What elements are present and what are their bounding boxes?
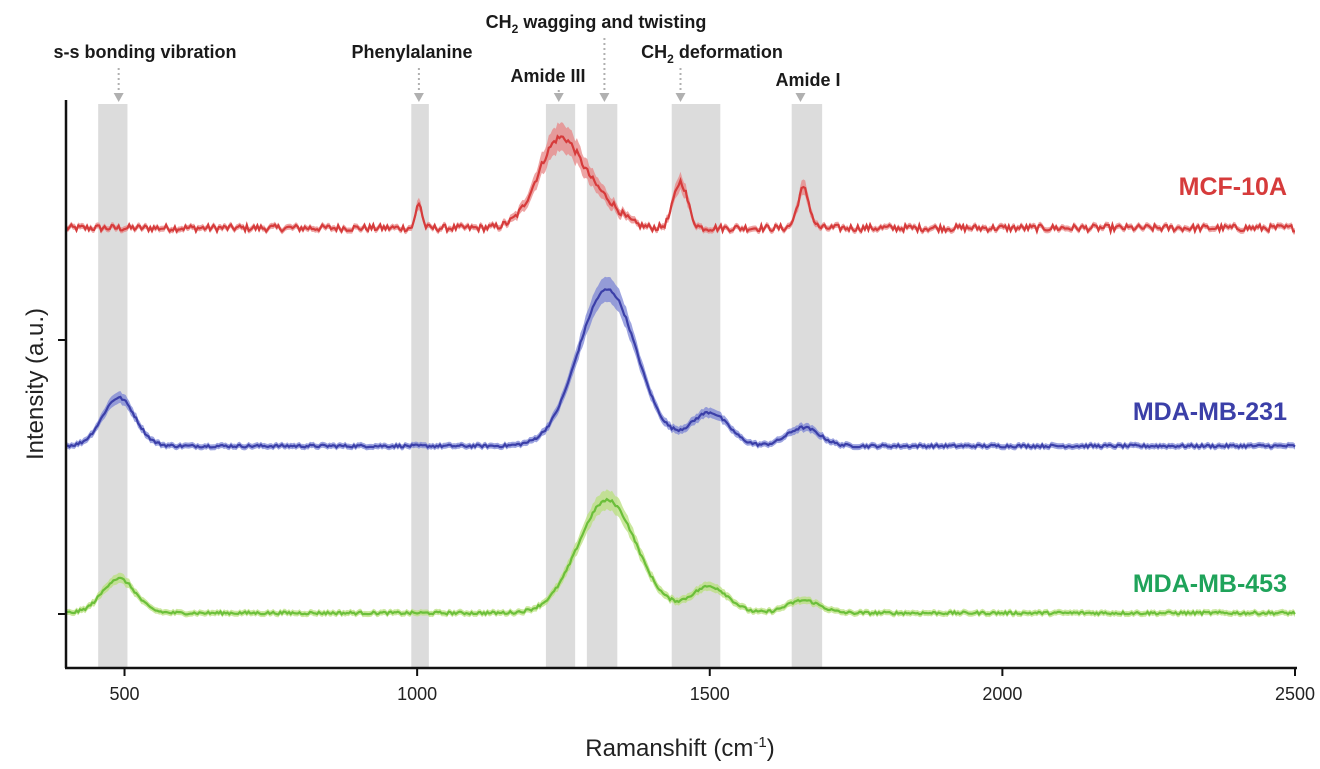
band-4 — [671, 104, 721, 668]
band-label-1: Phenylalanine — [351, 42, 472, 62]
band-arrow-head-3 — [599, 93, 610, 102]
series-1 — [65, 276, 1296, 451]
axes — [58, 100, 1297, 670]
series-label-0: MCF-10A — [1179, 173, 1287, 201]
band-labels: s-s bonding vibration Phenylalanine Amide … — [54, 12, 841, 90]
x-tick-label-1000: 1000 — [397, 684, 437, 704]
series-label-1: MDA-MB-231 — [1133, 398, 1287, 426]
x-tick-label-2000: 2000 — [982, 684, 1022, 704]
band-arrow-head-0 — [113, 93, 124, 102]
band-label-4: CH2 deformation — [641, 42, 783, 66]
band-arrow-head-4 — [675, 93, 686, 102]
series-labels: MCF-10A MDA-MB-231 MDA-MB-453 — [1133, 173, 1287, 598]
x-tick-label-2500: 2500 — [1275, 684, 1315, 704]
series-2 — [66, 489, 1296, 618]
band-arrows — [113, 38, 806, 102]
x-ticks: 500 1000 1500 2000 2500 — [110, 668, 1315, 704]
series-label-2: MDA-MB-453 — [1133, 570, 1287, 598]
series-line-1 — [65, 288, 1296, 450]
x-tick-label-1500: 1500 — [690, 684, 730, 704]
band-label-5: Amide I — [775, 70, 840, 90]
band-arrow-head-5 — [795, 93, 806, 102]
band-label-3: CH2 wagging and twisting — [486, 12, 707, 36]
band-2 — [545, 104, 576, 668]
band-label-2: Amide III — [510, 66, 585, 86]
series-0 — [65, 122, 1295, 236]
band-highlights — [98, 104, 823, 668]
spectra-series — [65, 122, 1296, 618]
x-axis-title: Ramanshift (cm-1) — [585, 734, 774, 762]
band-5 — [791, 104, 823, 668]
band-1 — [411, 104, 429, 668]
band-label-0: s-s bonding vibration — [54, 42, 237, 62]
band-arrow-head-1 — [413, 93, 424, 102]
band-arrow-head-2 — [553, 93, 564, 102]
x-tick-label-500: 500 — [110, 684, 140, 704]
series-line-0 — [65, 134, 1295, 236]
series-line-2 — [66, 497, 1296, 617]
y-axis-title: Intensity (a.u.) — [22, 308, 49, 460]
